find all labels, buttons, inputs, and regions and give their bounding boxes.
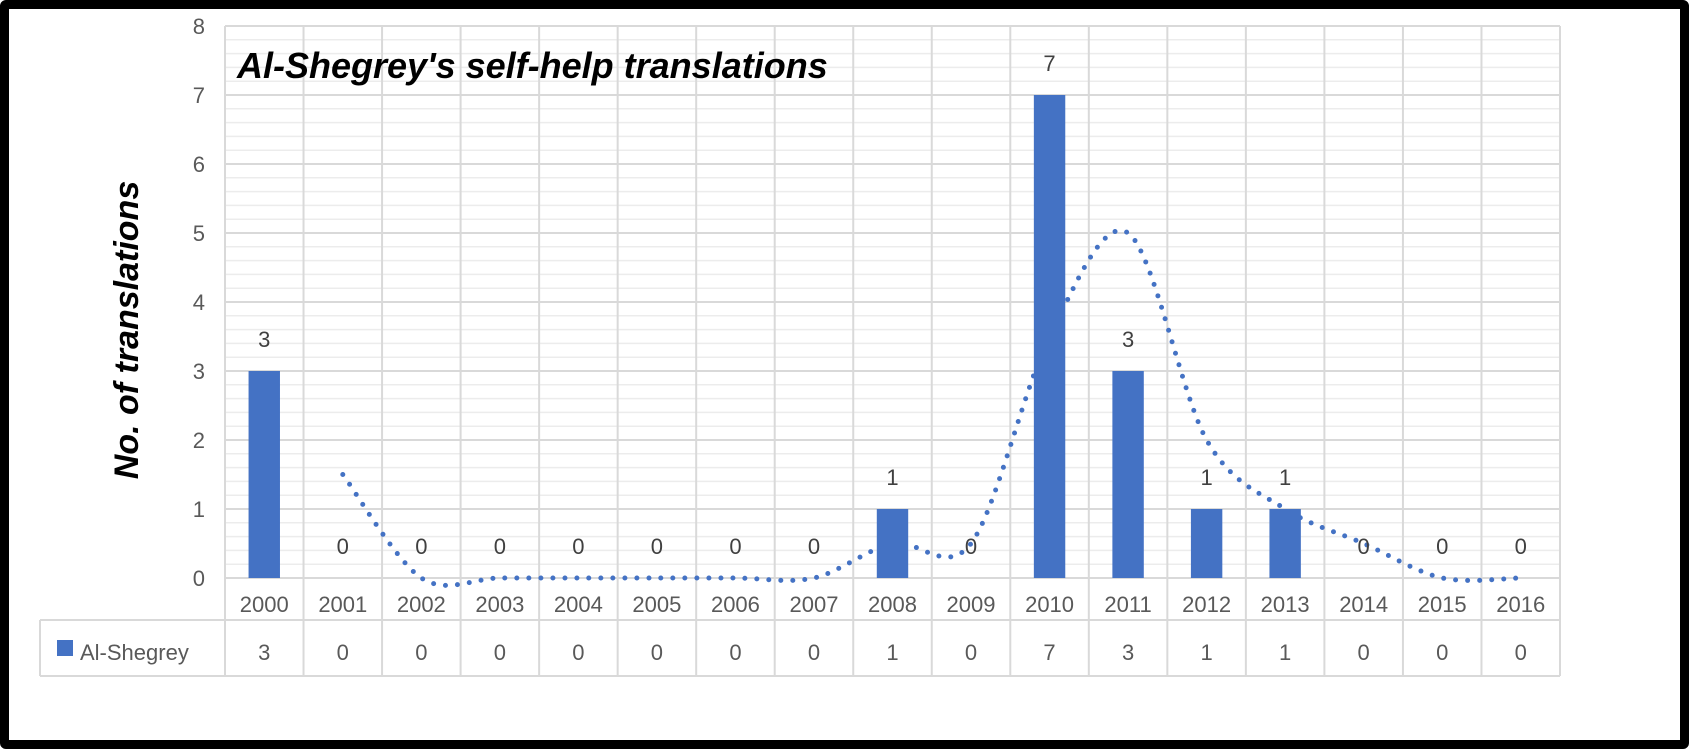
bar-2000: [248, 371, 280, 578]
y-axis-ticks: 0 1 2 3 4 5 6 7 8: [193, 14, 205, 591]
table-cell: 1: [886, 640, 898, 665]
y-tick-label: 4: [193, 290, 205, 315]
x-tick-label: 2004: [554, 592, 603, 617]
y-tick-label: 6: [193, 152, 205, 177]
y-tick-label: 1: [193, 497, 205, 522]
data-label: 7: [1043, 51, 1055, 76]
x-tick-label: 2015: [1418, 592, 1467, 617]
data-label: 0: [965, 534, 977, 559]
table-cell: 0: [337, 640, 349, 665]
legend-key: [57, 640, 73, 656]
table-cell: 0: [808, 640, 820, 665]
table-cell: 0: [494, 640, 506, 665]
x-tick-label: 2006: [711, 592, 760, 617]
data-label: 1: [886, 465, 898, 490]
legend-series-name: Al-Shegrey: [80, 640, 189, 665]
x-tick-label: 2007: [789, 592, 838, 617]
y-tick-label: 2: [193, 428, 205, 453]
y-tick-label: 0: [193, 566, 205, 591]
x-tick-label: 2011: [1104, 592, 1151, 617]
table-cell: 0: [415, 640, 427, 665]
x-tick-label: 2002: [397, 592, 446, 617]
table-cell: 0: [1436, 640, 1448, 665]
table-cell: 3: [258, 640, 270, 665]
x-tick-label: 2013: [1261, 592, 1310, 617]
x-tick-label: 2001: [318, 592, 367, 617]
table-cell: 1: [1279, 640, 1291, 665]
data-label: 0: [1358, 534, 1370, 559]
x-tick-label: 2003: [475, 592, 524, 617]
x-tick-label: 2010: [1025, 592, 1074, 617]
x-tick-label: 2005: [632, 592, 681, 617]
data-label: 0: [572, 534, 584, 559]
table-cell: 1: [1200, 640, 1212, 665]
table-cell: 0: [651, 640, 663, 665]
x-tick-label: 2012: [1182, 592, 1231, 617]
y-tick-label: 5: [193, 221, 205, 246]
data-label: 0: [1436, 534, 1448, 559]
y-axis-label: No. of translations: [108, 181, 146, 479]
data-label: 0: [651, 534, 663, 559]
bar-2013: [1269, 509, 1301, 578]
data-table: 2000 3 2001 0 2002 0 2003 0 2004 0 2005 0 2006 0 2007 0…: [39, 578, 1560, 677]
bar-2010: [1033, 95, 1066, 578]
data-label: 0: [494, 534, 506, 559]
data-label: 0: [808, 534, 820, 559]
table-cell: 3: [1122, 640, 1134, 665]
table-cell: 0: [1358, 640, 1370, 665]
table-cell: 0: [729, 640, 741, 665]
table-cell: 7: [1043, 640, 1055, 665]
data-label: 3: [258, 327, 270, 352]
x-tick-label: 2000: [240, 592, 289, 617]
x-tick-label: 2008: [868, 592, 917, 617]
y-tick-label: 3: [193, 359, 205, 384]
data-label: 3: [1122, 327, 1134, 352]
bar-2011: [1112, 371, 1144, 578]
table-cell: 0: [572, 640, 584, 665]
y-tick-label: 8: [193, 14, 205, 39]
data-labels: 3 0 0 0 0 0 0 0 1 0 7 3 1 1 0 0 0: [258, 51, 1527, 559]
x-tick-label: 2014: [1339, 592, 1388, 617]
data-label: 0: [1515, 534, 1527, 559]
bar-2012: [1190, 509, 1223, 578]
data-label: 1: [1279, 465, 1291, 490]
moving-average-trendline: [340, 228, 1524, 588]
x-tick-label: 2016: [1496, 592, 1545, 617]
data-label: 0: [415, 534, 427, 559]
chart-title: Al-Shegrey's self-help translations: [236, 45, 828, 86]
data-label: 1: [1200, 465, 1212, 490]
x-tick-label: 2009: [947, 592, 996, 617]
trendline: [340, 228, 1524, 588]
data-label: 0: [337, 534, 349, 559]
table-cell: 0: [965, 640, 977, 665]
data-label: 0: [729, 534, 741, 559]
gridlines: [224, 25, 1561, 676]
y-tick-label: 7: [193, 83, 205, 108]
bars: [248, 95, 1301, 578]
table-cell: 0: [1515, 640, 1527, 665]
